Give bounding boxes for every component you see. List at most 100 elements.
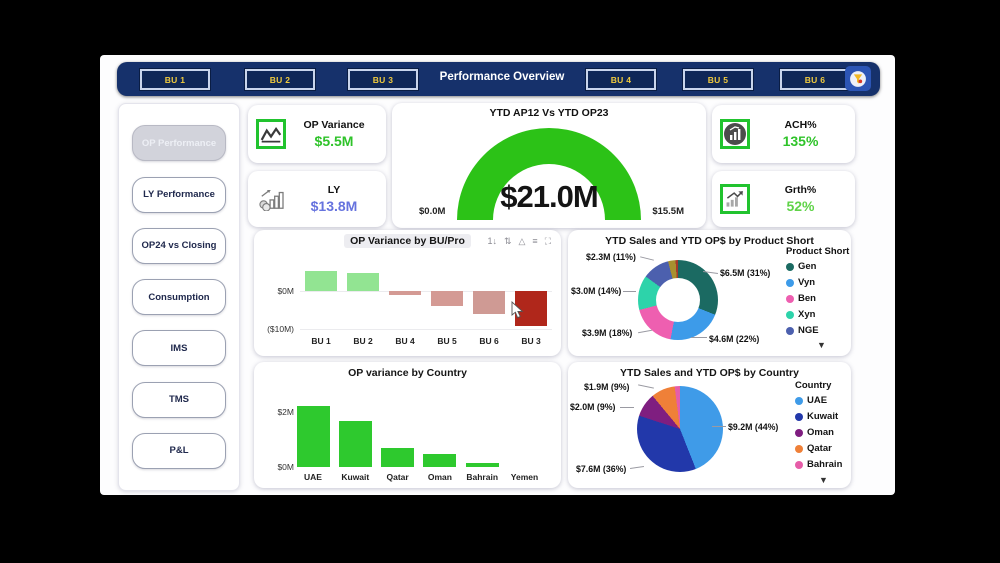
sidebar-item-op-performance[interactable]: OP Performance [132,125,226,162]
country-pie-card[interactable]: YTD Sales and YTD OP$ by Country $1.9M (… [568,362,851,488]
legend-item-qatar[interactable]: Qatar [795,443,842,454]
sidebar-item-op24-vs-closing[interactable]: OP24 vs Closing [132,227,226,264]
legend-title: Country [795,380,832,391]
callout-line [629,466,645,469]
callout-line [620,407,634,408]
kpi-title: ACH% [784,119,817,131]
y-axis-tick: ($10M) [267,324,294,334]
gauge-min-label: $0.0M [419,206,446,217]
bar-qatar[interactable] [381,447,415,467]
donut-chart[interactable] [638,260,718,340]
sort-axis-icon[interactable]: ⇅ [503,236,512,246]
bar-bu-1[interactable] [305,270,337,291]
bar-bu-3[interactable] [515,291,547,326]
legend-item-gen[interactable]: Gen [786,261,849,272]
legend-item-oman[interactable]: Oman [795,427,842,438]
callout-line [691,337,707,338]
bar-uae[interactable] [296,405,330,467]
coins-growth-icon [256,184,286,214]
legend-title: Product Short [786,246,850,257]
kpi-title: LY [327,184,341,196]
filter-lines-icon[interactable]: ≡ [532,236,538,246]
sidebar-item-ims[interactable]: IMS [132,330,226,367]
sidebar-item-tms[interactable]: TMS [132,381,226,418]
kpi-card-ach[interactable]: ACH% 135% [712,105,855,163]
kpi-card-ly[interactable]: LY $13.8M [248,171,386,227]
bu-2-button[interactable]: BU 2 [244,68,316,91]
mouse-cursor [511,300,525,325]
data-label: $2.3M (11%) [586,252,636,262]
legend-dot [795,444,803,453]
bu-1-button[interactable]: BU 1 [139,68,211,91]
brand-logo-icon[interactable] [845,66,871,91]
legend-dot [786,278,794,287]
legend-item-uae[interactable]: UAE [795,395,842,406]
bar-kuwait[interactable] [338,421,372,467]
pie-chart[interactable] [637,386,723,472]
chart-title: YTD Sales and YTD OP$ by Country [620,367,799,379]
bar-bu-5[interactable] [431,291,463,307]
kpi-value: 52% [786,198,815,214]
bu-6-button[interactable]: BU 6 [779,68,851,91]
bu-4-button[interactable]: BU 4 [585,68,657,91]
country-variance-chart-card[interactable]: OP variance by Country $2M $0M UAE Kuwait… [254,362,561,488]
bar-bu-4[interactable] [389,291,421,295]
y-axis-tick: $0M [277,462,294,472]
bar-bu-6[interactable] [473,291,505,315]
data-label: $7.6M (36%) [576,464,627,474]
category-label: BU 1 [311,336,331,346]
legend-item-nge[interactable]: NGE [786,325,849,336]
sidebar-item-consumption[interactable]: Consumption [132,279,226,315]
category-label: BU 5 [437,336,457,346]
legend-item-xyn[interactable]: Xyn [786,309,849,320]
callout-line [638,329,652,334]
legend-dot [795,460,803,469]
legend-item-vyn[interactable]: Vyn [786,277,849,288]
bu-5-button[interactable]: BU 5 [682,68,754,91]
sort-numeric-icon[interactable]: 1↓ [487,236,497,246]
kpi-title: OP Variance [303,119,365,131]
chart-title: OP Variance by BU/Pro [344,234,471,248]
y-axis-tick: $0M [277,286,294,296]
sidebar-item-pnl[interactable]: P&L [132,432,226,469]
category-label: BU 4 [395,336,415,346]
y-axis-tick: $2M [277,407,294,417]
bar-oman[interactable] [423,454,457,467]
callout-line [640,256,654,261]
growth-arrow-icon [720,184,750,214]
bu-3-button[interactable]: BU 3 [347,68,419,91]
product-donut-card[interactable]: YTD Sales and YTD OP$ by Product Short $… [568,230,851,356]
callout-line [623,291,636,292]
bar-bu-2[interactable] [347,272,379,291]
category-label: Kuwait [341,472,370,482]
legend-dot [786,294,794,303]
pyramid-icon[interactable]: △ [518,236,526,246]
callout-line [712,426,726,427]
donut-hole [656,278,700,322]
line-chart-icon [256,119,286,149]
kpi-card-grth[interactable]: Grth% 52% [712,171,855,227]
bu-variance-chart-card[interactable]: OP Variance by BU/Pro 1↓ ⇅ △ ≡ ⛶ $0M ($10M) … [254,230,561,356]
gauge-card[interactable]: YTD AP12 Vs YTD OP23 $21.0M $0.0M $15.5M [392,103,706,228]
data-label: $9.2M (44%) [728,422,779,432]
kpi-title: Grth% [784,184,817,196]
data-label: $4.6M (22%) [709,334,760,344]
bar-bahrain[interactable] [465,462,499,467]
kpi-card-op-variance[interactable]: OP Variance $5.5M [248,105,386,163]
sidebar-item-ly-performance[interactable]: LY Performance [132,176,226,213]
legend-dot [786,262,794,271]
legend-item-kuwait[interactable]: Kuwait [795,411,842,422]
gauge-value: $21.0M [500,179,598,214]
sidebar: OP Performance LY Performance OP24 vs Cl… [118,103,240,491]
data-label: $3.9M (18%) [582,328,633,338]
legend-dot [795,412,803,421]
legend-item-bahrain[interactable]: Bahrain [795,459,842,470]
category-label: BU 6 [479,336,499,346]
chevron-down-icon[interactable]: ▼ [817,340,826,350]
kpi-value: $13.8M [310,198,358,214]
chevron-down-icon[interactable]: ▼ [819,475,828,485]
legend-dot [795,396,803,405]
focus-mode-icon[interactable]: ⛶ [544,236,551,246]
legend-item-ben[interactable]: Ben [786,293,849,304]
